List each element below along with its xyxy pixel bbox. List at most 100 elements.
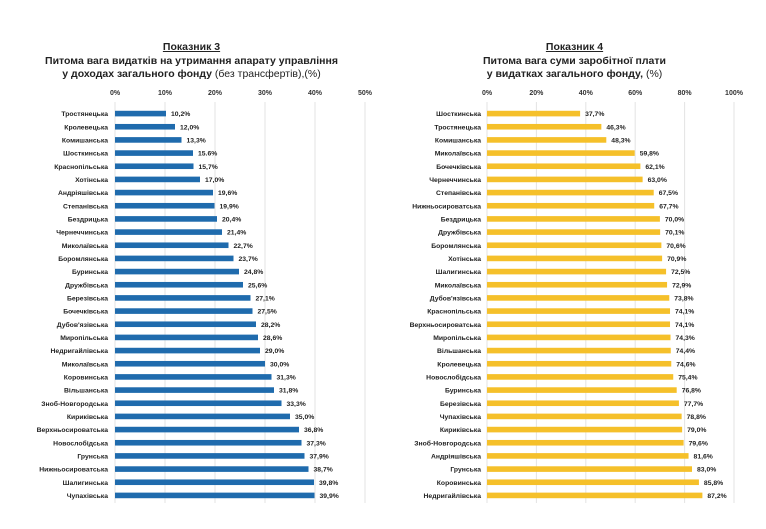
- data-label: 85,8%: [704, 480, 723, 487]
- category-label: Новослобідська: [53, 439, 108, 447]
- data-label: 62,1%: [645, 164, 664, 171]
- category-label: Верхньосироватська: [37, 427, 109, 434]
- bar: [487, 189, 654, 196]
- category-label: Шосткинська: [63, 151, 108, 158]
- chart-panel-indicator-3: Показник 3 Питома вага видатків на утрим…: [45, 41, 338, 80]
- bar: [487, 439, 684, 446]
- category-label: Нижньосироватська: [39, 467, 108, 474]
- chart-title-line3-bold: у видатках загального фонду,: [486, 68, 644, 80]
- bar: [487, 229, 661, 235]
- data-label: 74,3%: [676, 335, 695, 342]
- category-label: Кролевецька: [437, 361, 481, 368]
- category-label: Краснопільська: [54, 163, 108, 171]
- x-tick-label: 80%: [678, 90, 693, 97]
- bar: [115, 189, 213, 196]
- x-tick-label: 60%: [628, 90, 643, 97]
- bar: [487, 347, 671, 354]
- category-label: Вільшанська: [64, 387, 108, 395]
- category-label: Березівська: [440, 400, 481, 408]
- category-label: Чупахівська: [67, 492, 108, 500]
- category-label: Степанівська: [436, 189, 481, 197]
- data-label: 12,0%: [180, 124, 199, 131]
- bar: [487, 202, 655, 209]
- data-label: 70,6%: [666, 243, 685, 250]
- bar: [487, 242, 662, 249]
- bar: [487, 268, 667, 275]
- category-label: Коровинська: [64, 374, 108, 381]
- bar: [487, 374, 674, 380]
- category-label: Бочечківська: [63, 308, 108, 316]
- bar: [115, 453, 305, 459]
- category-label: Буринська: [445, 388, 481, 395]
- category-label: Миколаївська: [435, 151, 482, 158]
- data-label: 37,7%: [585, 111, 604, 118]
- data-label: 74,1%: [675, 309, 694, 316]
- bar: [115, 374, 272, 380]
- bar: [115, 110, 166, 117]
- bar: [487, 110, 581, 117]
- bar: [115, 400, 282, 407]
- category-label: Верхньосироватська: [410, 322, 482, 329]
- data-label: 72,5%: [671, 269, 690, 276]
- category-label: Чернеччинська: [56, 230, 108, 237]
- data-label: 48,3%: [611, 137, 630, 144]
- bar: [487, 334, 671, 341]
- data-label: 27,1%: [256, 295, 275, 302]
- category-label: Дубов'язівська: [430, 294, 481, 302]
- bar: [487, 163, 641, 170]
- bar: [487, 360, 672, 367]
- bar: [487, 176, 643, 183]
- data-label: 33,3%: [287, 401, 306, 408]
- data-label: 37,3%: [307, 440, 326, 447]
- data-label: 76,8%: [682, 388, 701, 395]
- data-label: 74,6%: [676, 361, 695, 368]
- data-label: 17,0%: [205, 177, 224, 184]
- bar: [487, 295, 670, 301]
- category-label: Боромлянська: [58, 256, 108, 263]
- bar: [115, 439, 302, 446]
- category-label: Зноб-Новгородська: [41, 400, 108, 408]
- data-label: 75,4%: [678, 374, 697, 381]
- category-label: Новослобідська: [426, 373, 481, 381]
- bar: [115, 137, 182, 143]
- bar: [487, 281, 668, 288]
- x-tick-label: 20%: [529, 90, 544, 97]
- bar: [115, 387, 274, 393]
- data-label: 81,6%: [694, 453, 713, 460]
- chart-title-line3-bold: у доходах загального фонду: [62, 68, 212, 80]
- data-label: 79,0%: [687, 427, 706, 434]
- data-label: 63,0%: [648, 177, 667, 184]
- data-label: 37,9%: [310, 453, 329, 460]
- chart-title-line3-normal: (%): [643, 68, 663, 80]
- category-label: Хотінська: [448, 255, 481, 263]
- bar: [115, 123, 175, 130]
- category-label: Бездрицька: [441, 216, 481, 223]
- bar: [487, 453, 689, 459]
- data-label: 73,8%: [674, 295, 693, 302]
- category-label: Зноб-Новгородська: [414, 439, 481, 447]
- bar: [115, 163, 194, 170]
- category-label: Миколаївська: [62, 361, 109, 368]
- bar: [115, 176, 200, 183]
- chart-title-line1: Показник 4: [545, 41, 604, 53]
- category-label: Недригайлівська: [424, 492, 482, 500]
- data-label: 13,3%: [187, 137, 206, 144]
- category-label: Недригайлівська: [51, 347, 109, 355]
- x-tick-label: 50%: [358, 90, 373, 97]
- data-label: 70,1%: [665, 230, 684, 237]
- data-label: 30,0%: [270, 361, 289, 368]
- data-label: 70,9%: [667, 256, 686, 263]
- x-tick-label: 40%: [308, 90, 323, 97]
- bar: [115, 360, 265, 367]
- data-label: 19,9%: [220, 203, 239, 210]
- category-label: Кириківська: [67, 413, 108, 421]
- x-tick-label: 40%: [579, 90, 594, 97]
- x-tick-label: 20%: [208, 90, 223, 97]
- category-label: Шалигинська: [436, 269, 482, 276]
- bar: [115, 466, 309, 472]
- bar: [115, 308, 253, 314]
- data-label: 87,2%: [707, 493, 726, 500]
- bar: [115, 202, 215, 209]
- category-label: Миропільська: [60, 334, 108, 342]
